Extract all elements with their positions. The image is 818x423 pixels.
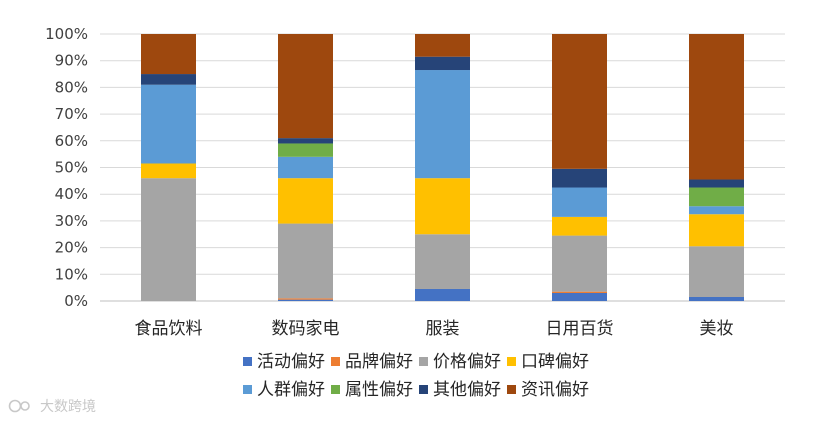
legend-label: 人群偏好 <box>257 380 325 400</box>
bar-segment <box>689 206 744 215</box>
y-tick-label: 10% <box>55 265 88 283</box>
bar-segment <box>278 223 333 299</box>
legend-label: 品牌偏好 <box>345 352 413 372</box>
bar-segment <box>415 34 470 57</box>
y-tick-label: 100% <box>45 25 88 43</box>
bar-segment <box>689 187 744 207</box>
legend-label: 口碑偏好 <box>521 352 589 372</box>
legend-label: 属性偏好 <box>345 380 413 400</box>
bar-segment <box>552 216 607 236</box>
legend-label: 其他偏好 <box>433 380 501 400</box>
legend-label: 价格偏好 <box>433 352 501 372</box>
y-tick-label: 50% <box>55 159 88 177</box>
category-label: 数码家电 <box>272 319 340 339</box>
bar-segment <box>278 143 333 157</box>
legend-swatch <box>243 357 252 366</box>
bar-segment <box>689 214 744 247</box>
category-label: 食品饮料 <box>135 319 203 339</box>
bar-segment <box>278 138 333 144</box>
y-tick-label: 20% <box>55 239 88 257</box>
bar-segment <box>552 34 607 169</box>
bar-segment <box>552 168 607 188</box>
category-label: 日用百货 <box>546 319 614 339</box>
y-tick-label: 0% <box>64 292 88 310</box>
bar-segment <box>689 179 744 188</box>
bar-segment <box>141 163 196 179</box>
watermark-logo-icon <box>8 399 30 413</box>
y-tick-label: 30% <box>55 212 88 230</box>
watermark: 大数跨境 <box>8 396 96 416</box>
legend-label: 资讯偏好 <box>521 380 589 400</box>
bar-segment <box>278 299 333 301</box>
bar-segment <box>689 34 744 180</box>
watermark-text: 大数跨境 <box>40 399 96 415</box>
category-label: 美妆 <box>700 319 734 339</box>
bar-segment <box>689 296 744 301</box>
y-tick-label: 80% <box>55 78 88 96</box>
y-tick-label: 40% <box>55 185 88 203</box>
bar-segment <box>141 34 196 75</box>
bar-segment <box>141 84 196 164</box>
legend-label: 活动偏好 <box>257 352 325 372</box>
legend-swatch <box>331 385 340 394</box>
legend-swatch <box>331 357 340 366</box>
category-label: 服装 <box>426 319 460 339</box>
bars <box>141 34 744 301</box>
bar-segment <box>415 234 470 289</box>
bar-segment <box>415 288 470 301</box>
x-axis-categories: 食品饮料 数码家电 服装 日用百货 美妆 <box>135 319 734 339</box>
bar-segment <box>552 235 607 292</box>
legend-swatch <box>243 385 252 394</box>
bar-segment <box>552 292 607 301</box>
y-tick-label: 70% <box>55 105 88 123</box>
bar-segment <box>278 298 333 300</box>
legend-swatch <box>507 385 516 394</box>
legend-swatch <box>419 357 428 366</box>
bar-segment <box>552 187 607 217</box>
bar-segment <box>415 70 470 179</box>
y-axis-ticks: 0% 10% 20% 30% 40% 50% 60% 70% 80% 90% 100% <box>45 25 88 310</box>
legend-swatch <box>419 385 428 394</box>
bar-segment <box>141 74 196 85</box>
y-tick-label: 60% <box>55 132 88 150</box>
bar-segment <box>278 156 333 179</box>
legend-swatch <box>507 357 516 366</box>
bar-segment <box>689 246 744 297</box>
bar-segment <box>278 34 333 139</box>
bar-segment <box>278 178 333 224</box>
y-tick-label: 90% <box>55 52 88 70</box>
bar-segment <box>552 291 607 293</box>
bar-segment <box>415 178 470 235</box>
bar-segment <box>141 178 196 301</box>
bar-segment <box>415 56 470 71</box>
